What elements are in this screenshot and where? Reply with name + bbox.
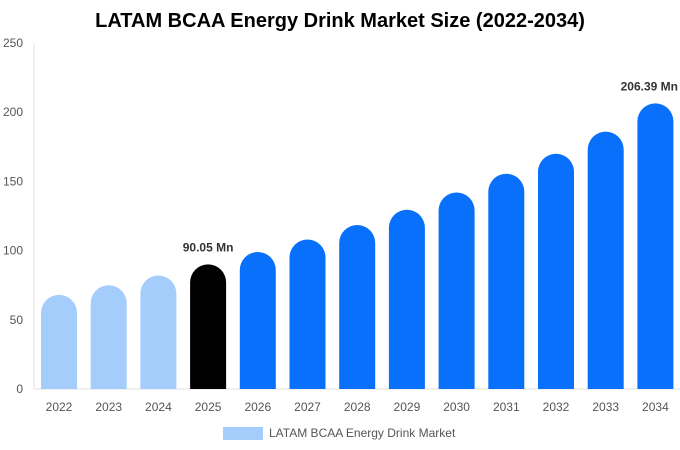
x-tick-label: 2026 [244, 400, 271, 414]
y-tick-label: 0 [16, 382, 23, 396]
x-tick-label: 2025 [195, 400, 222, 414]
x-tick-label: 2024 [145, 400, 172, 414]
y-tick-label: 50 [10, 313, 24, 327]
chart-title: LATAM BCAA Energy Drink Market Size (202… [95, 10, 585, 32]
x-tick-label: 2028 [344, 400, 371, 414]
bar-2033[interactable] [587, 131, 624, 390]
x-tick-label: 2032 [543, 400, 570, 414]
y-tick-label: 150 [3, 174, 23, 188]
y-tick-label: 200 [3, 105, 23, 119]
x-tick-label: 2034 [642, 400, 669, 414]
x-tick-label: 2031 [493, 400, 520, 414]
y-tick-label: 100 [3, 244, 23, 258]
bar-2032[interactable] [538, 153, 574, 389]
data-label: 206.39 Mn [621, 79, 678, 93]
x-tick-label: 2027 [294, 400, 321, 414]
x-tick-label: 2022 [46, 400, 73, 414]
legend-swatch [223, 427, 263, 440]
bars [41, 103, 674, 390]
bar-2023[interactable] [90, 285, 127, 389]
bar-2022[interactable] [41, 294, 77, 389]
bar-2026[interactable] [239, 252, 276, 389]
bar-2028[interactable] [339, 224, 376, 389]
bar-2029[interactable] [388, 209, 425, 389]
y-axis: 0 50 100 150 200 250 [3, 36, 35, 396]
bar-2027[interactable] [289, 239, 326, 389]
x-axis: 2022 2023 2024 2025 2026 2027 2028 2029 2030 2031… [34, 388, 680, 414]
bar-2031[interactable] [488, 173, 525, 389]
x-tick-label: 2029 [394, 400, 421, 414]
bar-2030[interactable] [438, 192, 475, 389]
x-tick-label: 2030 [443, 400, 470, 414]
legend[interactable]: LATAM BCAA Energy Drink Market [223, 426, 456, 440]
bar-2024[interactable] [140, 275, 177, 389]
x-tick-label: 2023 [95, 400, 122, 414]
y-tick-label: 250 [3, 36, 23, 50]
bar-2025[interactable] [190, 264, 227, 389]
x-tick-label: 2033 [592, 400, 619, 414]
legend-label: LATAM BCAA Energy Drink Market [269, 426, 456, 440]
data-label: 90.05 Mn [183, 240, 234, 254]
bar-2034[interactable] [637, 103, 674, 390]
data-labels: 90.05 Mn 206.39 Mn [183, 79, 678, 254]
